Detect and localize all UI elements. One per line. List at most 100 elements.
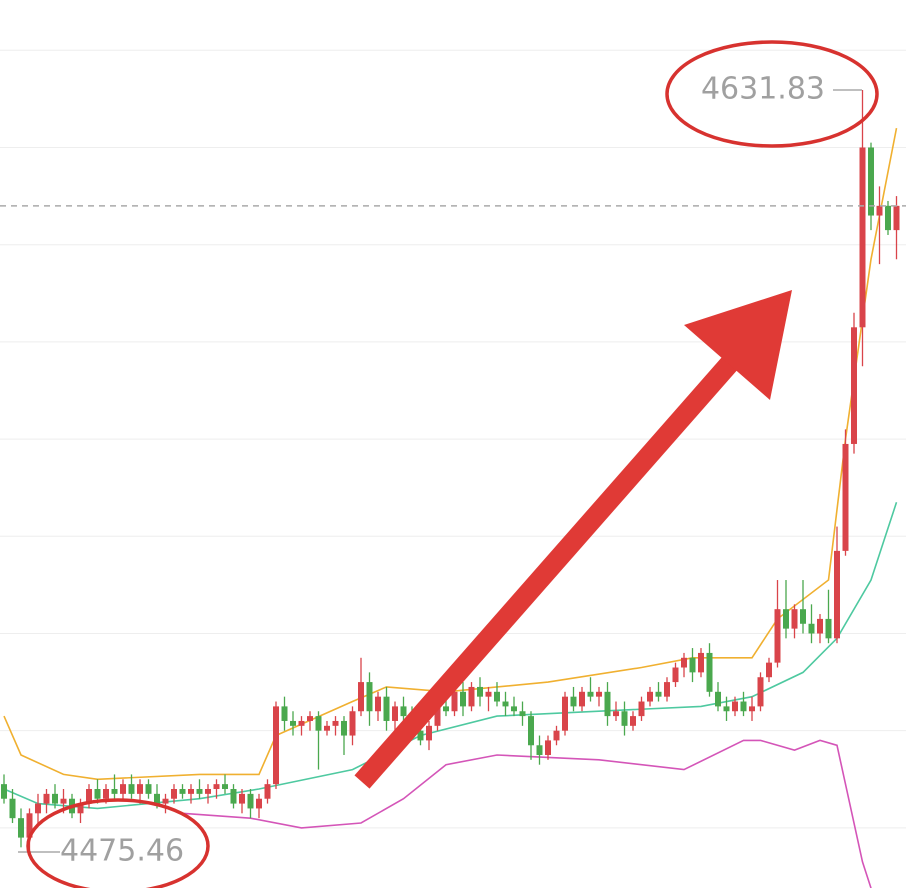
candle-body: [579, 691, 585, 707]
candle-body: [103, 789, 109, 799]
candle-body: [392, 706, 398, 721]
candle-body: [179, 789, 186, 794]
candle-body: [791, 609, 798, 629]
candle-body: [655, 691, 662, 697]
candle-body: [664, 682, 670, 697]
candle-body: [800, 609, 806, 624]
arrow-head: [684, 290, 792, 400]
candle-body: [562, 696, 568, 731]
candle-body: [9, 798, 16, 819]
candle-body: [35, 803, 41, 814]
candle-body: [519, 711, 526, 717]
candles: [1, 90, 900, 850]
candle-body: [689, 657, 696, 673]
band-line: [182, 739, 872, 888]
arrow-shaft: [354, 347, 746, 789]
candle-body: [842, 443, 849, 551]
candle-body: [128, 784, 135, 794]
candle-body: [273, 706, 279, 785]
candle-body: [621, 711, 628, 726]
candle-body: [264, 784, 271, 799]
candle-body: [460, 691, 466, 707]
candle-body: [604, 691, 611, 717]
candle-body: [817, 618, 823, 634]
candle-body: [315, 716, 322, 731]
candle-body: [137, 784, 143, 794]
candle-body: [43, 793, 50, 804]
candle-body: [451, 691, 458, 712]
candle-body: [154, 793, 160, 804]
candle-body: [77, 803, 84, 814]
candle-body: [417, 730, 424, 741]
candle-body: [213, 784, 220, 790]
candle-body: [774, 609, 781, 663]
candle-body: [825, 618, 832, 639]
candle-body: [60, 798, 67, 804]
candle-body: [324, 725, 330, 731]
candle-body: [528, 716, 534, 746]
candle-body: [341, 720, 347, 736]
candle-body: [26, 813, 33, 838]
candle-body: [111, 789, 118, 794]
max-price-label: 4631.83: [701, 72, 825, 107]
candle-body: [349, 711, 356, 736]
candle-body: [162, 798, 169, 804]
bands: [3, 127, 898, 888]
candle-body: [298, 720, 305, 726]
candle-body: [18, 818, 24, 838]
grid: [0, 49, 906, 829]
candle-body: [808, 623, 815, 634]
candle-body: [256, 798, 262, 809]
candle-body: [120, 784, 126, 794]
candle-body: [86, 789, 92, 804]
candle-body: [358, 682, 364, 712]
candle-body: [485, 691, 492, 697]
candle-body: [740, 701, 747, 712]
candle-body: [247, 793, 254, 809]
candle-body: [757, 677, 764, 707]
candle-body: [290, 720, 296, 726]
candle-body: [706, 652, 713, 692]
candle-body: [443, 706, 449, 712]
candle-body: [188, 789, 194, 794]
candle-body: [851, 327, 857, 444]
highlight-circle: [26, 798, 210, 888]
candle-body: [375, 696, 381, 712]
candle-body: [468, 686, 475, 707]
candle-body: [196, 789, 203, 794]
candle-body: [400, 706, 407, 717]
candle-body: [672, 667, 679, 683]
candle-body: [553, 730, 560, 741]
candle-body: [171, 789, 177, 799]
candle-body: [434, 706, 441, 726]
candle-body: [732, 701, 738, 712]
candle-body: [834, 550, 840, 639]
band-line: [3, 502, 898, 810]
candle-body: [145, 784, 152, 794]
candle-body: [876, 205, 883, 216]
candle-body: [613, 711, 619, 717]
candle-body: [783, 609, 789, 629]
candle-body: [239, 793, 245, 804]
candle-body: [868, 147, 874, 216]
candle-body: [885, 205, 891, 231]
candle-body: [94, 789, 101, 799]
candle-body: [426, 725, 432, 741]
candle-body: [502, 701, 509, 707]
candle-body: [859, 147, 866, 328]
candle-body: [893, 205, 900, 231]
candle-body: [1, 784, 7, 799]
candle-body: [494, 691, 500, 702]
candle-body: [681, 657, 687, 668]
candle-body: [545, 740, 551, 755]
highlight-circle: [665, 40, 879, 148]
candle-body: [587, 691, 594, 697]
candle-body: [230, 789, 237, 804]
candle-body: [477, 686, 483, 697]
min-price-label: 4475.46: [60, 833, 184, 868]
candle-body: [383, 696, 390, 721]
candle-body: [332, 720, 339, 726]
candle-body: [715, 691, 721, 707]
candle-body: [281, 706, 288, 721]
